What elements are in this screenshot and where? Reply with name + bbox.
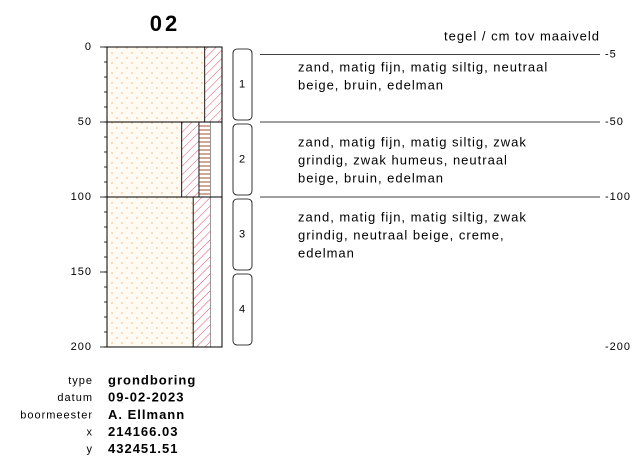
layer-fill xyxy=(210,197,222,347)
meta-key: y xyxy=(87,444,94,456)
layer-description: edelman xyxy=(298,245,355,260)
header: tegel / cm tov maaiveld xyxy=(444,28,600,43)
level-label: -200 xyxy=(605,341,631,353)
layer-description: zand, matig fijn, matig siltig, zwak xyxy=(298,209,527,224)
sample-label: 4 xyxy=(239,303,246,315)
depth-tick-label: 0 xyxy=(85,41,92,53)
layer-fill xyxy=(106,196,194,348)
layer-description: grindig, zwak humeus, neutraal xyxy=(298,152,508,167)
level-label: -5 xyxy=(605,48,617,60)
level-label: -50 xyxy=(605,116,624,128)
layer-fill xyxy=(106,46,206,123)
sample xyxy=(232,198,253,271)
meta-value: grondboring xyxy=(108,372,196,387)
depth-tick-label: 150 xyxy=(71,266,92,278)
layer-description: beige, bruin, edelman xyxy=(298,77,444,92)
sample-label: 3 xyxy=(239,228,246,240)
meta-key: x xyxy=(87,427,94,439)
meta-key: datum xyxy=(57,392,93,404)
sample xyxy=(232,123,253,196)
meta-key: type xyxy=(68,375,93,387)
depth-tick-label: 200 xyxy=(71,341,92,353)
layer-fill xyxy=(198,121,211,198)
layer-description: beige, bruin, edelman xyxy=(298,170,444,185)
meta-value: 432451.51 xyxy=(108,441,178,456)
depth-tick-label: 50 xyxy=(78,116,92,128)
sample-label: 1 xyxy=(239,78,246,90)
level-label: -100 xyxy=(605,191,631,203)
layer-description: zand, matig fijn, matig siltig, zwak xyxy=(298,134,527,149)
title: 02 xyxy=(150,11,180,36)
meta-value: A. Ellmann xyxy=(108,407,185,422)
layer-description: zand, matig fijn, matig siltig, neutraal xyxy=(298,59,548,74)
layer-fill xyxy=(181,121,200,198)
meta-value: 214166.03 xyxy=(108,424,178,439)
layer-description: grindig, neutraal beige, creme, xyxy=(298,227,505,242)
layer-fill xyxy=(204,46,223,123)
sample xyxy=(232,273,253,346)
layer-fill xyxy=(192,196,211,348)
meta-key: boormeester xyxy=(20,409,93,421)
layer-fill xyxy=(106,121,183,198)
depth-tick-label: 100 xyxy=(71,191,92,203)
layer-fill xyxy=(210,122,222,197)
sample xyxy=(232,48,253,121)
meta-value: 09-02-2023 xyxy=(108,390,185,405)
sample-label: 2 xyxy=(239,153,246,165)
